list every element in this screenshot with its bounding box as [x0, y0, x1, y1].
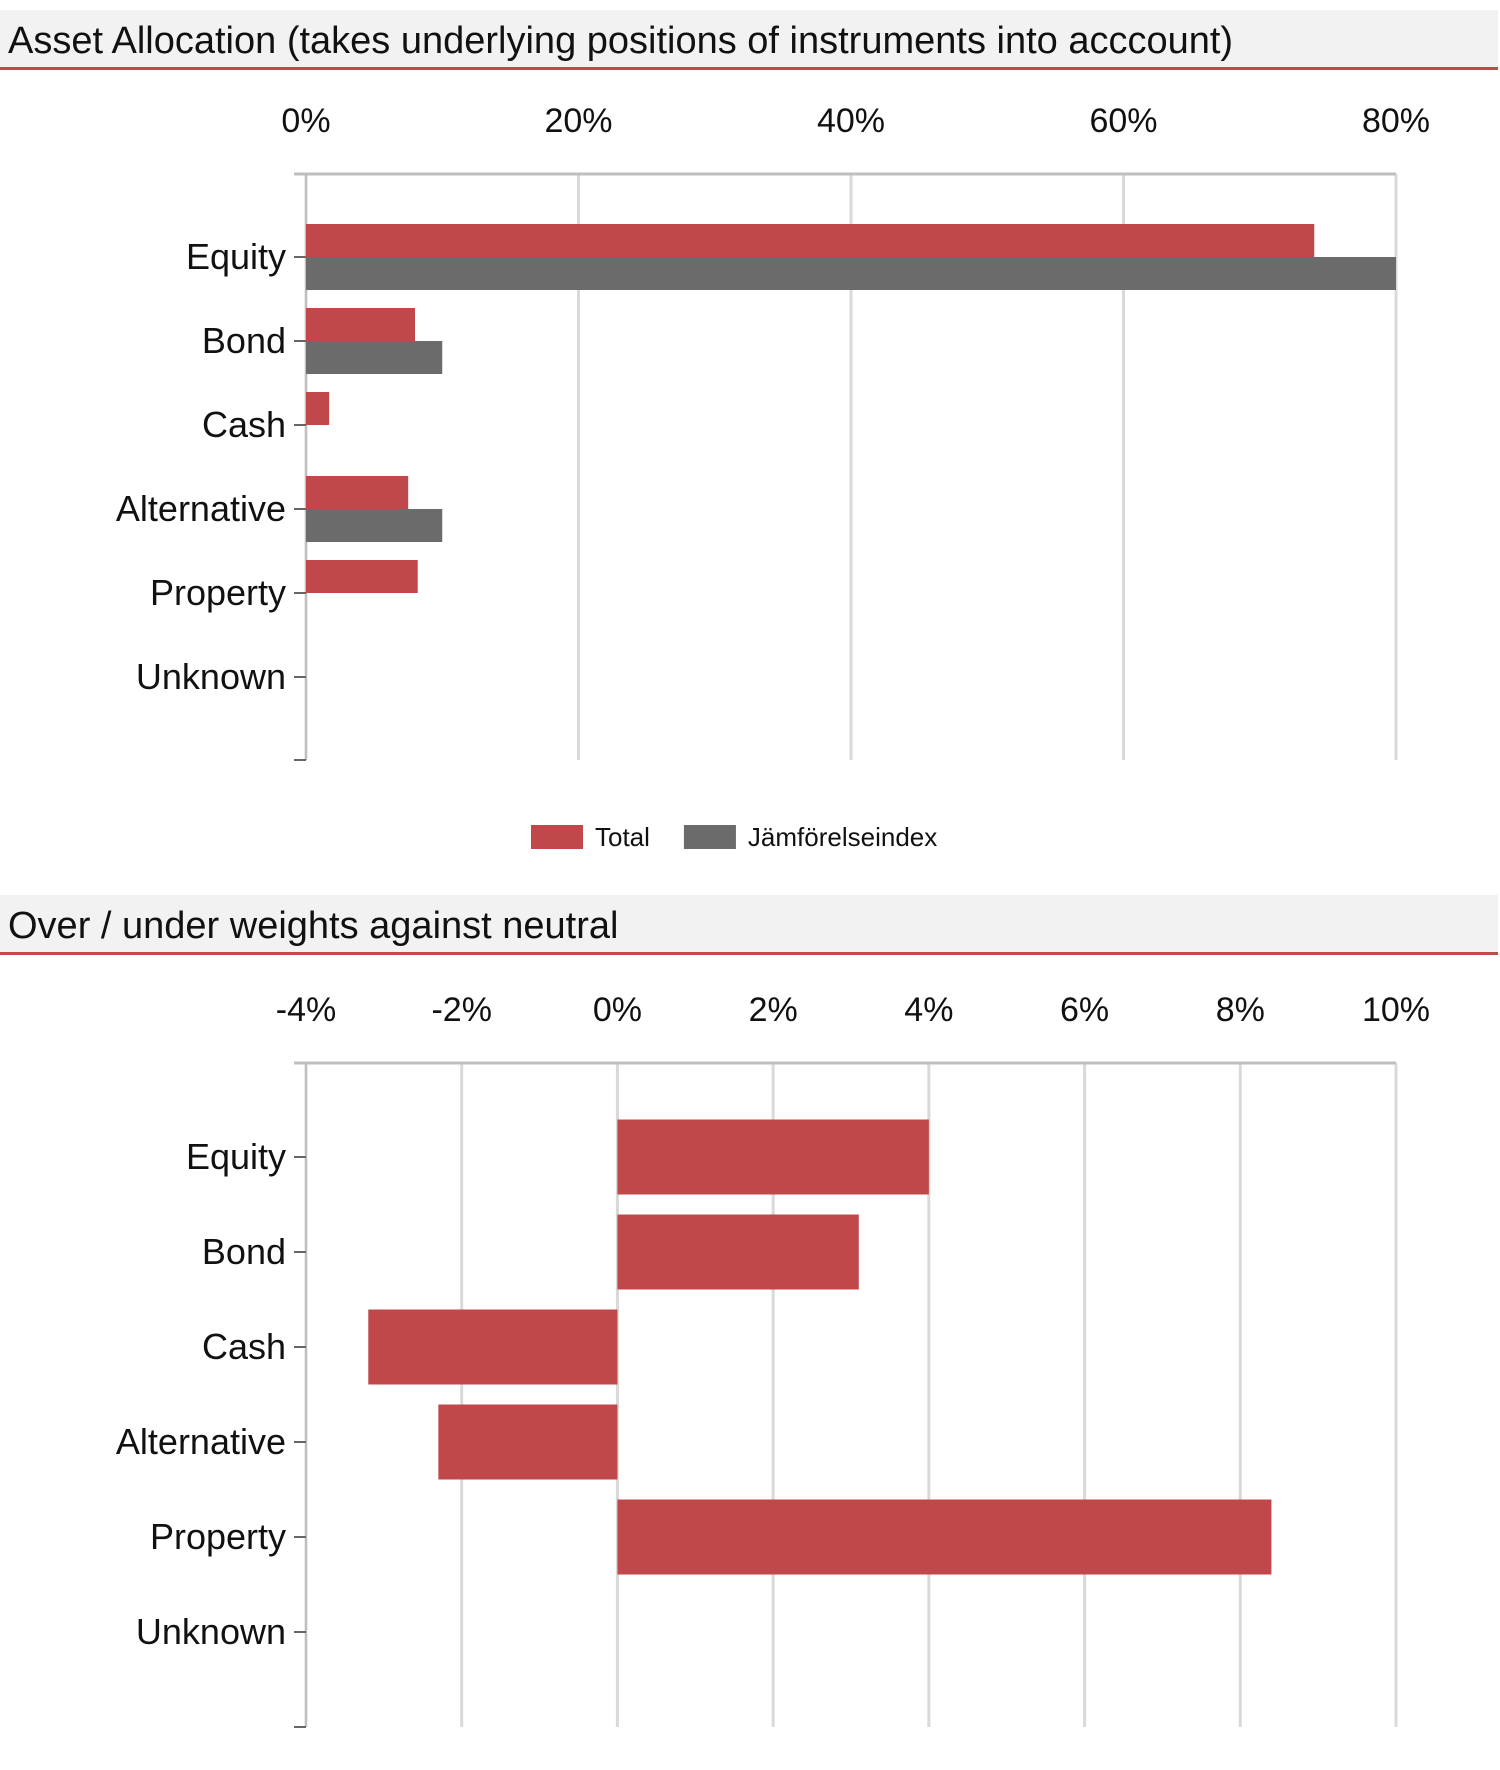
- x-tick-label: 2%: [749, 991, 798, 1029]
- bar-j-mf-relseindex-alternative: [306, 509, 443, 542]
- asset-allocation-header: Asset Allocation (takes underlying posit…: [0, 10, 1498, 70]
- bar-total-property: [306, 560, 418, 593]
- x-tick-label: 0%: [593, 991, 642, 1029]
- y-tick-label: Cash: [202, 404, 286, 445]
- bar-total-alternative: [306, 476, 409, 509]
- bar-total-cash: [306, 392, 330, 425]
- bar-j-mf-relseindex-bond: [306, 341, 443, 374]
- bar-value-bond: [617, 1214, 859, 1290]
- y-tick-label: Alternative: [116, 1421, 286, 1462]
- bar-value-cash: [368, 1309, 618, 1385]
- x-tick-label: 0%: [281, 102, 330, 140]
- y-tick-label: Bond: [202, 320, 286, 361]
- x-tick-label: 40%: [817, 102, 885, 140]
- y-tick-label: Equity: [186, 1136, 286, 1177]
- x-tick-label: -4%: [276, 991, 336, 1029]
- bar-total-equity: [306, 224, 1315, 257]
- asset-allocation-title: Asset Allocation (takes underlying posit…: [8, 20, 1234, 62]
- asset-allocation-chart: 0% 20% 40% 60% 80% Equity Bond Cash Alternative P…: [116, 102, 1430, 852]
- x-tick-label: -2%: [431, 991, 491, 1029]
- legend-label: Jämförelseindex: [748, 822, 937, 852]
- x-tick-label: 8%: [1216, 991, 1265, 1029]
- y-tick-label: Equity: [186, 236, 286, 277]
- over-under-weights-chart: -4% -2% 0% 2% 4% 6% 8% 10% Equity Bond Cash Alterna…: [116, 991, 1430, 1728]
- y-tick-label: Unknown: [136, 1611, 286, 1652]
- y-tick-label: Bond: [202, 1231, 286, 1272]
- y-tick-label: Unknown: [136, 656, 286, 697]
- x-tick-label: 20%: [544, 102, 612, 140]
- x-tick-label: 10%: [1362, 991, 1430, 1029]
- y-tick-label: Property: [150, 572, 286, 613]
- x-tick-label: 80%: [1362, 102, 1430, 140]
- y-tick-label: Property: [150, 1516, 286, 1557]
- bar-value-alternative: [438, 1404, 618, 1480]
- x-tick-label: 4%: [904, 991, 953, 1029]
- over-under-weights-header: Over / under weights against neutral: [0, 895, 1498, 955]
- x-tick-label: 6%: [1060, 991, 1109, 1029]
- bar-value-equity: [617, 1119, 929, 1195]
- over-under-weights-title: Over / under weights against neutral: [8, 905, 619, 947]
- legend-label: Total: [595, 822, 650, 852]
- y-tick-label: Alternative: [116, 488, 286, 529]
- bar-value-property: [617, 1499, 1272, 1575]
- y-tick-label: Cash: [202, 1326, 286, 1367]
- legend-swatch: [683, 825, 736, 849]
- x-tick-label: 60%: [1089, 102, 1157, 140]
- bar-j-mf-relseindex-equity: [306, 257, 1396, 290]
- bar-total-bond: [306, 308, 415, 341]
- legend-swatch: [531, 825, 583, 849]
